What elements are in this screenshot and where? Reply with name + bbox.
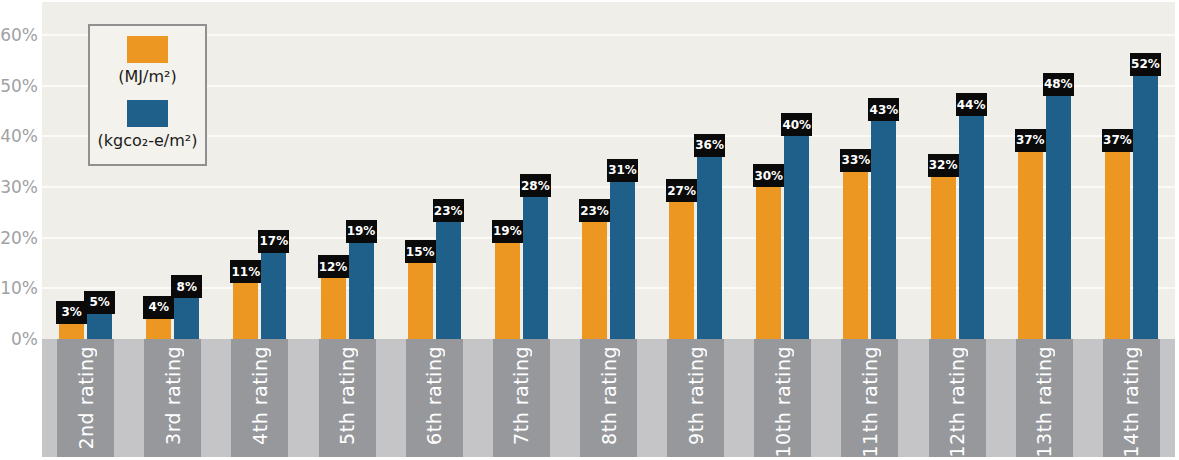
legend-mj-swatch-icon xyxy=(127,36,168,63)
x-category-label: 4th rating xyxy=(249,346,271,445)
x-category-label: 3rd rating xyxy=(162,346,184,445)
bar-mj xyxy=(408,263,433,339)
bar-value-label: 43% xyxy=(868,98,899,121)
y-axis-tick-label: 50% xyxy=(0,76,38,96)
bar-mj xyxy=(669,202,694,339)
x-category-label: 8th rating xyxy=(598,346,620,445)
bar-value-label: 44% xyxy=(956,93,987,116)
bar-mj xyxy=(495,243,520,339)
bar-kgco2 xyxy=(1046,96,1071,339)
bar-value-label: 31% xyxy=(607,159,638,182)
bar-kgco2 xyxy=(784,136,809,339)
x-category-band: 3rd rating xyxy=(144,339,201,457)
gridline-60 xyxy=(42,34,1175,36)
bar-mj xyxy=(1018,152,1043,339)
bar-kgco2 xyxy=(523,197,548,339)
bar-mj xyxy=(756,187,781,339)
gridline-40 xyxy=(42,135,1175,137)
bar-value-label: 30% xyxy=(753,164,784,187)
y-axis-tick-label: 10% xyxy=(0,278,38,298)
x-category-band: 11th rating xyxy=(841,339,898,457)
bar-chart: (MJ/m²) (kgco₂-e/m²) 0% 10% 20% 30% 40% 50% 60… xyxy=(0,0,1179,460)
bar-mj xyxy=(931,177,956,339)
legend-kgco2-label: (kgco₂-e/m²) xyxy=(98,131,198,150)
x-category-band: 2nd rating xyxy=(57,339,114,457)
x-category-label: 7th rating xyxy=(510,346,532,445)
x-category-band: 7th rating xyxy=(493,339,550,457)
x-category-label: 2nd rating xyxy=(75,346,97,450)
x-category-label: 6th rating xyxy=(423,346,445,445)
legend-kgco2-swatch-icon xyxy=(127,100,168,127)
x-category-label: 5th rating xyxy=(336,346,358,445)
bar-mj xyxy=(233,283,258,339)
bar-value-label: 36% xyxy=(694,134,725,157)
x-category-band: 14th rating xyxy=(1103,339,1160,457)
bar-value-label: 32% xyxy=(928,154,959,177)
bar-value-label: 4% xyxy=(143,296,174,319)
y-axis-tick-label: 0% xyxy=(0,329,38,349)
x-category-band: 6th rating xyxy=(406,339,463,457)
y-axis-tick-label: 30% xyxy=(0,177,38,197)
bar-mj xyxy=(321,278,346,339)
bar-mj xyxy=(1105,152,1130,339)
bar-value-label: 12% xyxy=(318,255,349,278)
bar-kgco2 xyxy=(959,116,984,339)
bar-value-label: 23% xyxy=(579,199,610,222)
bar-value-label: 8% xyxy=(171,275,202,298)
bar-value-label: 27% xyxy=(666,179,697,202)
gridline-10 xyxy=(42,287,1175,289)
x-category-label: 13th rating xyxy=(1033,346,1055,458)
bar-kgco2 xyxy=(871,121,896,339)
bar-value-label: 19% xyxy=(346,220,377,243)
bar-value-label: 3% xyxy=(56,301,87,324)
x-category-label: 10th rating xyxy=(772,346,794,458)
bar-value-label: 19% xyxy=(492,220,523,243)
bar-value-label: 52% xyxy=(1130,53,1161,76)
bar-kgco2 xyxy=(261,253,286,339)
bar-value-label: 11% xyxy=(230,260,261,283)
gridline-30 xyxy=(42,186,1175,188)
legend-mj-label: (MJ/m²) xyxy=(118,67,176,86)
bar-kgco2 xyxy=(174,298,199,339)
bar-mj xyxy=(843,172,868,339)
x-category-band: 5th rating xyxy=(319,339,376,457)
x-category-label: 9th rating xyxy=(685,346,707,445)
bar-value-label: 17% xyxy=(258,230,289,253)
x-category-band: 10th rating xyxy=(754,339,811,457)
bar-value-label: 37% xyxy=(1015,129,1046,152)
bar-value-label: 23% xyxy=(433,199,464,222)
bar-mj xyxy=(59,324,84,339)
bar-value-label: 40% xyxy=(781,113,812,136)
bar-mj xyxy=(582,222,607,339)
gridline-50 xyxy=(42,85,1175,87)
x-category-band: 12th rating xyxy=(929,339,986,457)
x-category-band: 9th rating xyxy=(667,339,724,457)
bar-kgco2 xyxy=(610,182,635,339)
bar-value-label: 37% xyxy=(1102,129,1133,152)
bar-kgco2 xyxy=(349,243,374,339)
bar-value-label: 48% xyxy=(1043,73,1074,96)
x-category-label: 14th rating xyxy=(1120,346,1142,458)
bar-mj xyxy=(146,319,171,339)
x-category-band: 13th rating xyxy=(1016,339,1073,457)
bar-value-label: 33% xyxy=(840,149,871,172)
gridline-20 xyxy=(42,237,1175,239)
y-axis-tick-label: 40% xyxy=(0,126,38,146)
bar-kgco2 xyxy=(87,314,112,339)
bar-kgco2 xyxy=(436,222,461,339)
bar-value-label: 28% xyxy=(520,174,551,197)
bar-kgco2 xyxy=(1133,76,1158,339)
x-category-label: 11th rating xyxy=(859,346,881,458)
bar-kgco2 xyxy=(697,157,722,339)
y-axis-tick-label: 20% xyxy=(0,228,38,248)
x-category-label: 12th rating xyxy=(946,346,968,458)
x-category-band: 4th rating xyxy=(231,339,288,457)
bar-value-label: 15% xyxy=(405,240,436,263)
bar-value-label: 5% xyxy=(84,291,115,314)
y-axis-tick-label: 60% xyxy=(0,25,38,45)
legend: (MJ/m²) (kgco₂-e/m²) xyxy=(88,24,207,166)
x-category-band: 8th rating xyxy=(580,339,637,457)
